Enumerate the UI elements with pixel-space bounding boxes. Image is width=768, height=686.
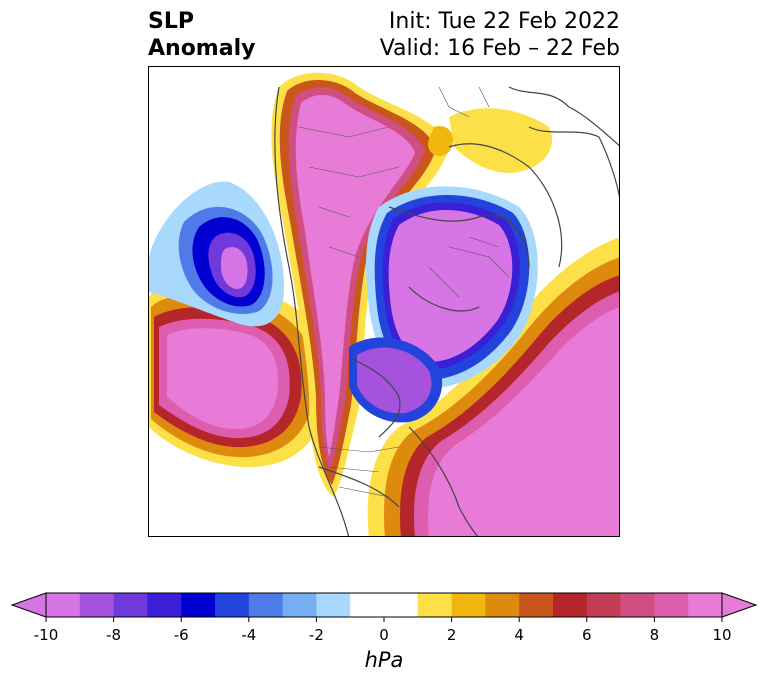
colorbar-units: hPa — [364, 648, 404, 672]
siberia-eurasia-positive — [271, 72, 449, 497]
north-atlantic-positive — [367, 237, 619, 536]
map-panel — [148, 66, 620, 537]
colorbar-bin — [350, 593, 385, 617]
colorbar-bin — [384, 593, 419, 617]
colorbar-tick-label: -10 — [33, 626, 59, 644]
colorbar-bin — [586, 593, 622, 617]
colorbar-tick-label: 8 — [649, 626, 660, 644]
colorbar-bin — [147, 593, 182, 617]
colorbar-bin — [248, 593, 284, 617]
colorbar-tick-label: -2 — [308, 626, 324, 644]
title-line-2: Anomaly — [148, 36, 256, 61]
slp-anomaly-map — [149, 67, 619, 536]
west-pacific-positive — [149, 281, 331, 467]
colorbar-bin — [46, 593, 81, 617]
colorbar-tick-label: -4 — [241, 626, 257, 644]
hudson-bay-negative — [349, 337, 443, 423]
colorbar-svg — [10, 592, 758, 622]
colorbar-tick-label: 2 — [446, 626, 457, 644]
colorbar-bin — [654, 593, 689, 617]
colorbar-arrow-max — [721, 592, 758, 618]
colorbar-bin — [519, 593, 554, 617]
colorbar-bin — [485, 593, 520, 617]
colorbar-tick-label: 0 — [379, 626, 389, 644]
valid-range: Valid: 16 Feb – 22 Feb — [379, 36, 620, 61]
date-info: Init: Tue 22 Feb 2022 Valid: 16 Feb – 22… — [380, 8, 620, 62]
scandinavia-positive — [428, 108, 553, 173]
colorbar-tick-label: -8 — [106, 626, 122, 644]
title-line-1: SLP — [148, 9, 194, 34]
colorbar-tick-label: 4 — [514, 626, 524, 644]
colorbar-arrow-min — [10, 592, 47, 618]
colorbar-bin — [215, 593, 250, 617]
coastlines — [274, 86, 619, 536]
north-pacific-negative — [149, 181, 284, 327]
colorbar-bin — [620, 593, 655, 617]
colorbar-bin — [79, 593, 115, 617]
init-date: Init: Tue 22 Feb 2022 — [388, 9, 620, 34]
map-title: SLP Anomaly — [148, 8, 255, 62]
colorbar-bin — [688, 593, 723, 617]
colorbar-bin — [316, 593, 351, 617]
colorbar-bin — [417, 593, 453, 617]
colorbar-bin — [553, 593, 588, 617]
arctic-negative — [366, 186, 538, 388]
colorbar-tick-label: -6 — [173, 626, 189, 644]
borders — [298, 86, 510, 498]
colorbar-bin — [181, 593, 216, 617]
colorbar — [0, 585, 768, 627]
colorbar-bin — [113, 593, 148, 617]
colorbar-tick-label: 6 — [582, 626, 592, 644]
colorbar-tick-label: 10 — [712, 626, 732, 644]
colorbar-bin — [451, 593, 486, 617]
colorbar-bin — [282, 593, 317, 617]
